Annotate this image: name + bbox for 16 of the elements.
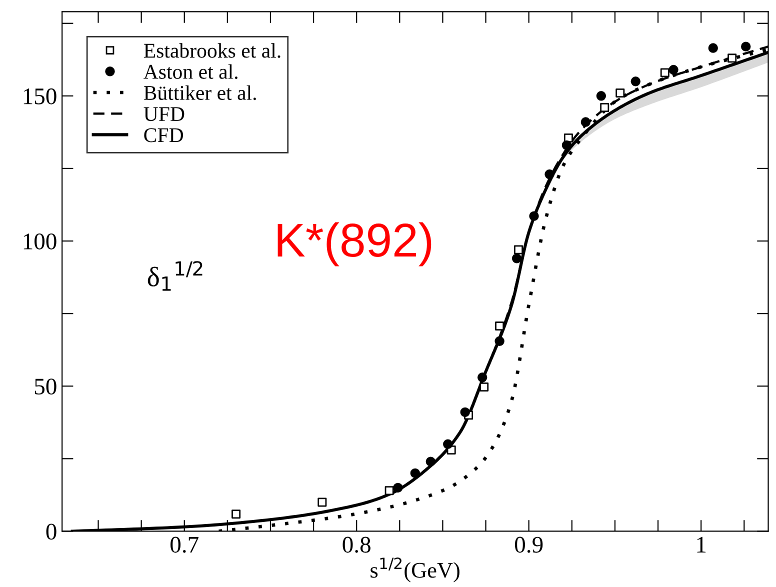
annotation: K*(892) [278, 222, 432, 266]
x-tick-label: 1 [697, 536, 706, 552]
legend-label: Aston et al. [144, 64, 238, 79]
y-tick-label: 150 [24, 88, 56, 104]
x-tick-label: 0.7 [170, 536, 198, 553]
legend-label: UFD [144, 107, 184, 122]
legend-label: CFD [144, 128, 184, 142]
legend-label: Büttiker et al. [144, 85, 256, 100]
y-tick-label: 0 [46, 524, 56, 540]
annotation: δ$_{1}$$^{1/2}$ [148, 261, 202, 291]
legend-label: Estabrooks et al. [144, 43, 280, 58]
x-tick-label: 0.8 [342, 536, 370, 553]
x-tick-label: 0.9 [514, 536, 543, 553]
y-tick-label: 100 [24, 234, 56, 250]
x-axis-title: s$^{1/2}$(GeV) [370, 558, 460, 582]
y-tick-label: 50 [34, 378, 56, 395]
